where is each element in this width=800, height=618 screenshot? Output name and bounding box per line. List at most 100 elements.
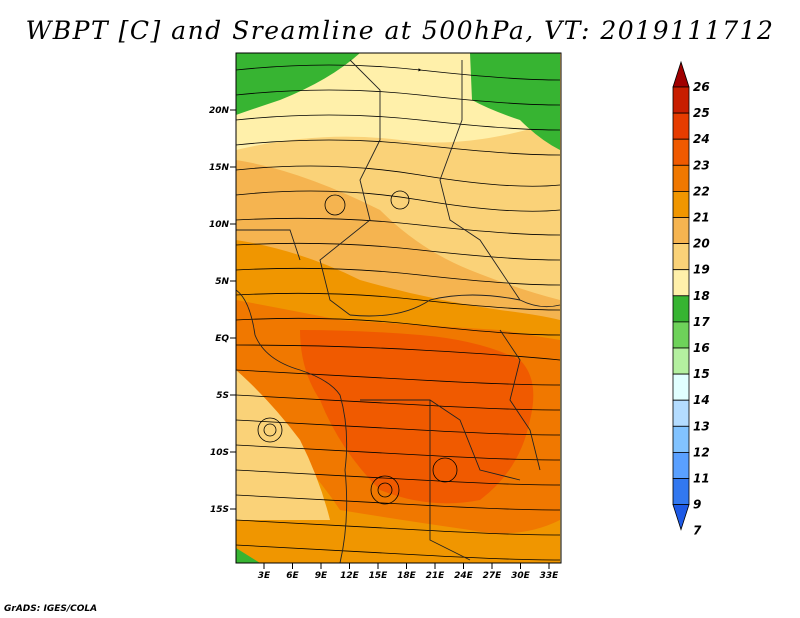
lon-label: 6E [286, 571, 299, 581]
streamline [236, 544, 561, 561]
border-line [429, 400, 471, 561]
colorbar-label: 17 [693, 315, 710, 329]
colorbar-label: 22 [693, 184, 710, 198]
shade-23 [300, 330, 534, 504]
colorbar-label: 15 [693, 367, 710, 381]
colorbar-label: 7 [693, 524, 702, 538]
colorbar-segment [672, 478, 690, 506]
colorbar-segment [672, 164, 690, 192]
lat-label: 10S [210, 448, 229, 458]
lon-label: 24E [454, 571, 474, 581]
chart-title: WBPT [C] and Sreamline at 500hPa, VT: 20… [25, 16, 775, 45]
streamline [236, 267, 561, 286]
lon-label: 18E [397, 571, 417, 581]
colorbar-label: 14 [693, 393, 710, 407]
lat-label: 15S [210, 505, 229, 515]
streamline-vortex [377, 482, 393, 498]
colorbar-segment [672, 321, 690, 349]
colorbar-segment [672, 373, 690, 401]
colorbar-segment [672, 86, 690, 114]
border-line [360, 399, 521, 481]
colorbar-label: 16 [693, 341, 710, 355]
colorbar-segment [672, 112, 690, 140]
colorbar-label: 19 [693, 263, 710, 277]
colorbar-top-arrow [672, 60, 690, 88]
lat-label: 5S [216, 391, 229, 401]
streamline [236, 394, 561, 411]
shade-19-sw [236, 370, 330, 520]
colorbar-bottom-arrow [672, 504, 690, 531]
streamline [236, 114, 561, 131]
border-line [319, 59, 381, 316]
lat-label: 20N [209, 106, 230, 116]
streamlines [236, 64, 561, 561]
colorbar-label: 18 [693, 289, 710, 303]
lon-label: 12E [340, 571, 360, 581]
colorbar-label: 21 [693, 211, 710, 225]
lon-label: 30E [511, 571, 531, 581]
lon-axis: 3E 6E 9E 12E 15E 18E 21E 24E 27E 30E 33E [258, 563, 559, 581]
streamline-vortex [370, 475, 400, 505]
border-line [499, 329, 541, 471]
colorbar-label: 23 [693, 158, 710, 172]
colorbar-segment [672, 217, 690, 245]
lon-label: 33E [540, 571, 560, 581]
colorbar-segment [672, 295, 690, 323]
streamline [236, 469, 561, 486]
colorbar: 26 25 24 23 22 21 20 19 18 17 16 15 14 13 12 11 9 7 [672, 60, 710, 538]
colorbar-label: 24 [693, 132, 710, 146]
colorbar-label: 12 [693, 445, 710, 459]
streamline [236, 165, 561, 187]
colorbar-segment [672, 243, 690, 271]
streamline [236, 242, 561, 261]
colorbar-label: 20 [693, 237, 710, 251]
streamline [236, 494, 561, 511]
shade-17-sw [236, 548, 260, 563]
colorbar-segment [672, 451, 690, 479]
streamline [236, 139, 561, 156]
streamline [236, 64, 561, 81]
coastline-west [236, 289, 348, 563]
colorbar-label: 13 [693, 419, 710, 433]
colorbar-segment [672, 190, 690, 218]
lat-label: EQ [215, 334, 229, 344]
streamline [236, 444, 561, 461]
colorbar-segment [672, 138, 690, 166]
streamline [236, 292, 561, 311]
lon-label: 3E [258, 571, 271, 581]
streamline [236, 344, 561, 361]
streamline [236, 519, 561, 536]
map-frame [235, 52, 562, 564]
streamline-vortex [390, 190, 410, 210]
colorbar-segment [672, 399, 690, 427]
colorbar-segment [672, 269, 690, 297]
lat-axis: 20N 15N 10N 5N EQ 5S 10S 15S [209, 106, 236, 515]
colorbar-segment [672, 425, 690, 453]
colorbar-label: 11 [693, 472, 710, 486]
streamline [236, 190, 561, 212]
country-borders [236, 59, 561, 563]
streamline [236, 217, 561, 236]
lat-label: 10N [209, 220, 230, 230]
lon-label: 15E [369, 571, 389, 581]
streamline [236, 419, 561, 436]
border-line [519, 299, 561, 308]
colorbar-label: 26 [693, 80, 710, 94]
streamline [236, 317, 561, 336]
border-line [439, 60, 521, 301]
border-line [236, 229, 301, 261]
streamline [236, 369, 561, 386]
lon-label: 21E [426, 571, 446, 581]
border-line [349, 294, 521, 317]
lon-label: 27E [483, 571, 503, 581]
streamline-vortex [257, 417, 283, 443]
shade-17-nw [236, 53, 360, 115]
streamline-vortex [263, 423, 277, 437]
lat-label: 5N [215, 277, 229, 287]
streamline-vortex [324, 194, 346, 216]
streamline-vortex [432, 457, 458, 483]
footer-credit: GrADS: IGES/COLA [4, 604, 98, 614]
colorbar-label: 25 [693, 106, 710, 120]
lon-label: 9E [315, 571, 328, 581]
